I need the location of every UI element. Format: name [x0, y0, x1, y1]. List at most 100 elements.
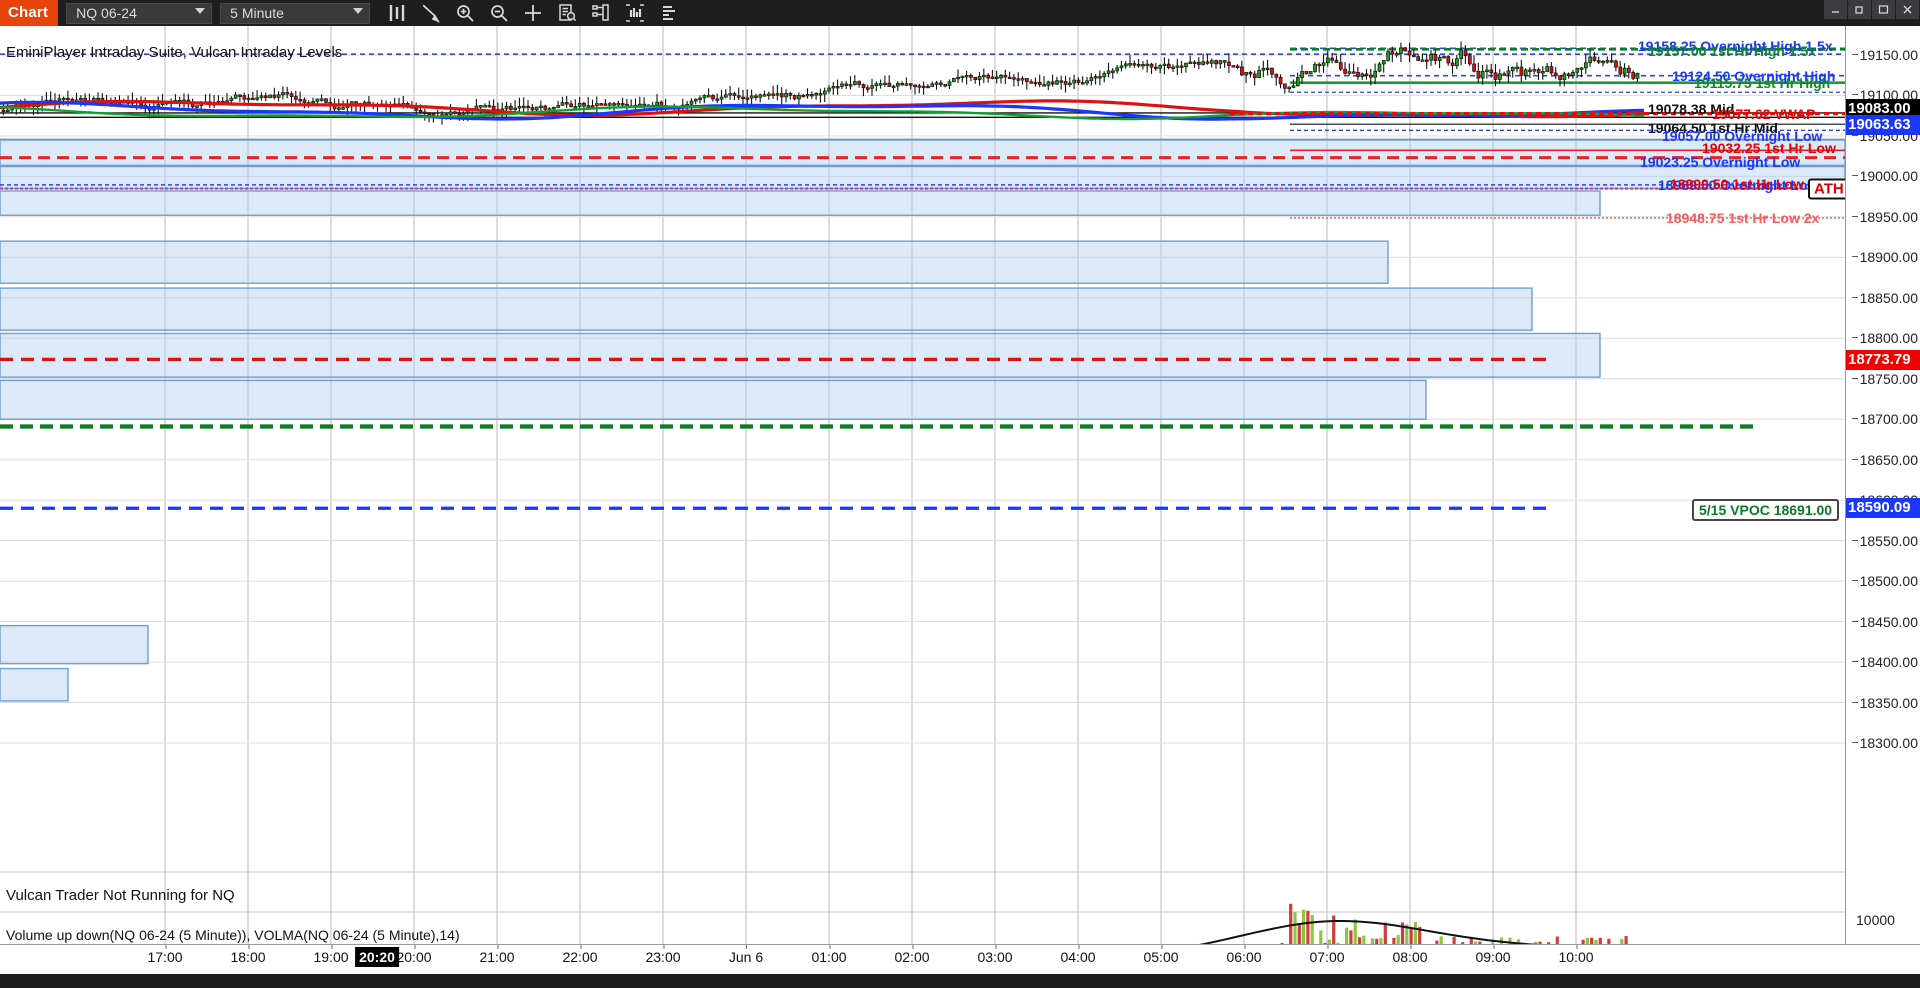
time-tick: 05:00: [1143, 945, 1179, 965]
price-tick: 18650.00: [1851, 452, 1918, 468]
chart-canvas[interactable]: EminiPlayer Intraday Suite, Vulcan Intra…: [0, 26, 1845, 944]
tick-mark: [1851, 742, 1858, 743]
time-tick: 04:00: [1060, 945, 1096, 965]
price-tick: 18350.00: [1851, 695, 1918, 711]
tick-mark: [413, 945, 415, 949]
minimize-button[interactable]: [1824, 0, 1847, 19]
price-tick: 18500.00: [1851, 573, 1918, 589]
last-price-tag: 19083.00: [1846, 99, 1920, 120]
tick-mark: [1851, 337, 1858, 339]
data-series-icon[interactable]: [550, 0, 584, 26]
level-label: 19124.50 Overnight High: [1672, 67, 1836, 84]
instrument-label: NQ 06-24: [76, 5, 137, 21]
tick-mark: [994, 945, 996, 949]
time-tick: 03:00: [977, 945, 1013, 965]
tick-mark: [1851, 296, 1858, 298]
tick-mark: [1851, 418, 1858, 420]
time-tick: 02:00: [894, 945, 930, 965]
price-tick: 19000.00: [1851, 168, 1918, 184]
time-tick: 09:00: [1475, 945, 1511, 965]
zoom-in-icon[interactable]: [448, 0, 482, 26]
tick-mark: [1243, 945, 1245, 949]
time-tick: 10:00: [1558, 945, 1594, 965]
tick-mark: [330, 945, 332, 949]
time-tick: Jun 6: [729, 945, 763, 965]
price-axis[interactable]: 19150.00 19100.00 19050.00 19000.00 18950.00…: [1845, 26, 1920, 944]
price-tick: 18700.00: [1851, 411, 1918, 427]
time-cursor-label: 20:20: [355, 947, 399, 967]
tick-mark: [579, 945, 581, 949]
tick-mark: [1851, 377, 1858, 379]
level-label: 19157.00 1st Hr High 1.5x: [1648, 43, 1817, 60]
strategies-icon[interactable]: [618, 0, 652, 26]
tick-mark: [1851, 54, 1858, 55]
bar-chart-type-icon[interactable]: [380, 0, 414, 26]
restore-button[interactable]: [1848, 0, 1871, 19]
tick-mark: [1851, 539, 1858, 541]
zoom-out-icon[interactable]: [482, 0, 516, 26]
price-tick: 18300.00: [1851, 735, 1918, 751]
tick-mark: [746, 945, 747, 949]
volume-profile-icon[interactable]: [652, 0, 686, 26]
level-label: 18948.75 1st Hr Low 2x: [1666, 209, 1820, 226]
interval-selector[interactable]: 5 Minute: [220, 2, 371, 24]
drawing-pencil-icon[interactable]: [414, 0, 448, 26]
tick-mark: [1575, 945, 1577, 949]
tick-mark: [1077, 945, 1079, 949]
indicators-icon[interactable]: [584, 0, 618, 26]
tick-mark: [828, 945, 830, 949]
time-tick: 22:00: [562, 945, 598, 965]
time-tick: 06:00: [1226, 945, 1262, 965]
level-label: 19078.38 Mid: [1648, 100, 1735, 117]
price-tick: 18550.00: [1851, 533, 1918, 549]
volume-panel-title: Volume up down(NQ 06-24 (5 Minute)), VOL…: [6, 927, 460, 943]
tick-mark: [1851, 215, 1858, 217]
tick-mark: [1851, 94, 1858, 96]
crosshair-icon[interactable]: [516, 0, 550, 26]
window-controls: [1824, 0, 1920, 22]
level-label: 19057.00 Overnight Low: [1662, 128, 1823, 145]
maximize-button[interactable]: [1872, 0, 1895, 19]
time-tick: 01:00: [811, 945, 847, 965]
tick-mark: [1851, 458, 1858, 460]
tick-mark: [1851, 256, 1858, 258]
tick-mark: [1851, 620, 1858, 622]
time-tick: 23:00: [645, 945, 681, 965]
price-tag-arrow: [1845, 115, 1846, 135]
price-tick: 18750.00: [1851, 371, 1918, 387]
price-tick: 18900.00: [1851, 249, 1918, 265]
tick-mark: [1851, 701, 1858, 703]
tick-mark: [496, 945, 498, 949]
level-label: 19023.25 Overnight Low: [1640, 153, 1801, 170]
chart-toolbar: Chart NQ 06-24 5 Minute: [0, 0, 1920, 26]
indicator-price-tag-blue: 19063.63: [1846, 114, 1920, 135]
tick-mark: [247, 945, 249, 949]
time-tick: 07:00: [1309, 945, 1345, 965]
time-tick: 08:00: [1392, 945, 1428, 965]
level-label: 19158.25 Overnight High 1.5x: [1638, 38, 1833, 55]
tick-mark: [1851, 580, 1858, 582]
tick-mark: [662, 945, 664, 949]
indicator-price-tag-red: 18773.79: [1846, 349, 1920, 370]
tick-mark: [911, 945, 913, 949]
tick-mark: [1851, 134, 1858, 136]
chart-window-tab[interactable]: Chart: [0, 0, 59, 26]
instrument-selector[interactable]: NQ 06-24: [66, 2, 213, 24]
time-tick: 19:00: [313, 945, 349, 965]
price-tick: 18800.00: [1851, 330, 1918, 346]
price-tick: 18450.00: [1851, 614, 1918, 630]
time-tick: 20:00: [396, 945, 432, 965]
chart-graphics: [0, 26, 1845, 944]
level-label: 18990.50 1st Hr Low 1.5x: [1670, 176, 1835, 193]
price-tick: 18400.00: [1851, 654, 1918, 670]
close-button[interactable]: [1896, 0, 1919, 19]
time-tick: 21:00: [479, 945, 515, 965]
tick-mark: [1326, 945, 1328, 949]
price-tick: 19150.00: [1851, 47, 1918, 63]
price-tag-arrow: [1845, 498, 1846, 518]
price-tick: 18950.00: [1851, 209, 1918, 225]
time-axis[interactable]: 17:00 18:00 19:00 20:00 21:00 22:00 23:00 Jun 6…: [0, 944, 1920, 974]
tick-mark: [1160, 945, 1162, 949]
level-label: 18989.50 Overnight Low 1.5x: [1658, 176, 1845, 193]
chevron-down-icon: [195, 7, 206, 14]
